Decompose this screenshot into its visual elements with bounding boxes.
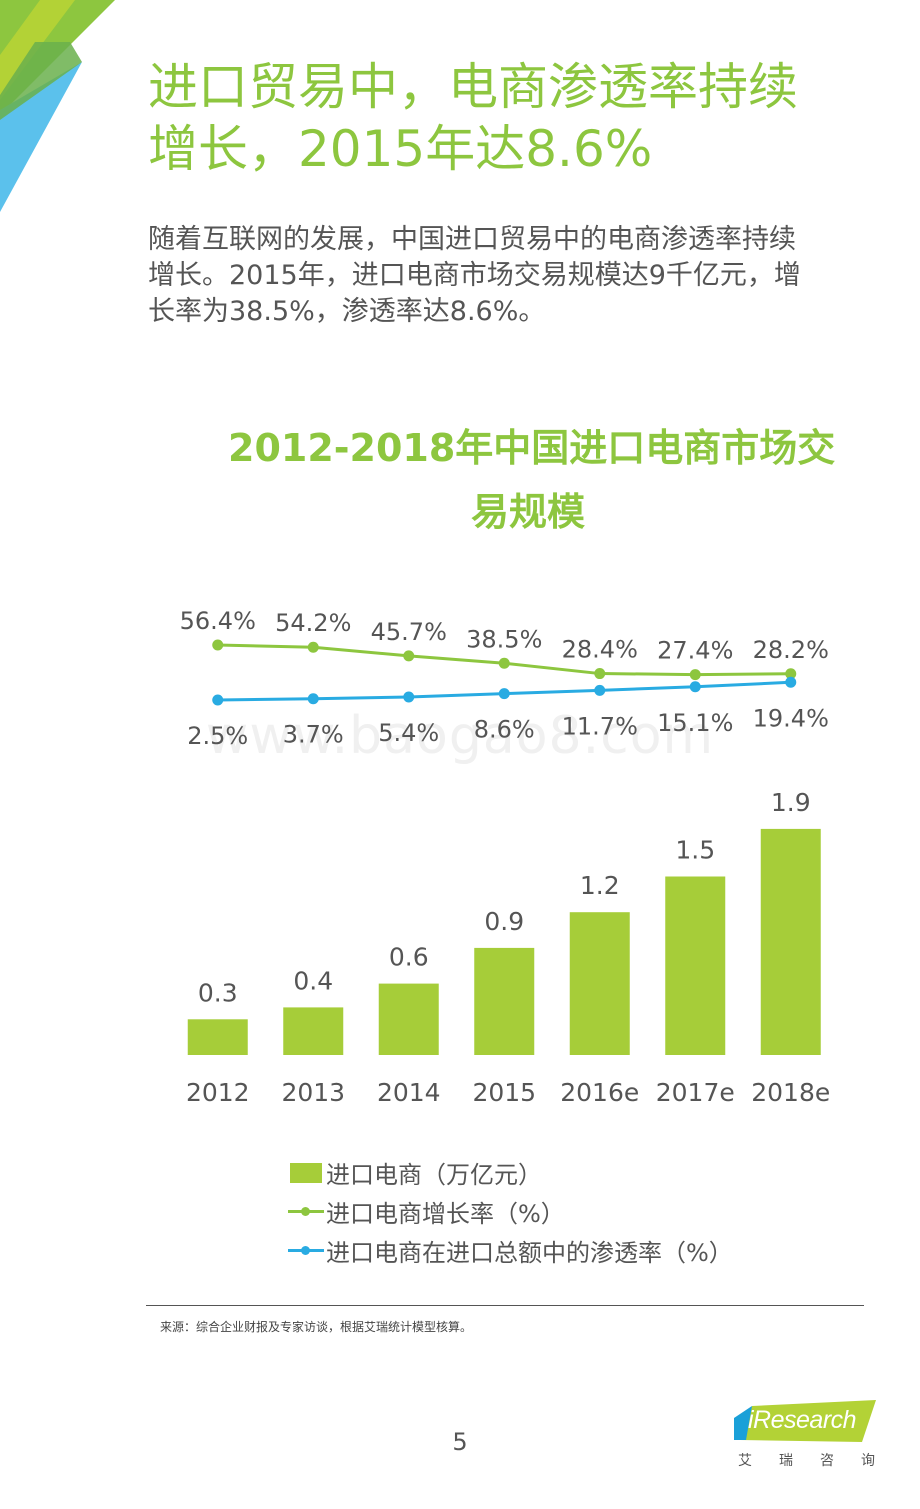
penetration-point-2017e (689, 681, 701, 693)
title-line-1: 进口贸易中，电商渗透率持续 (148, 58, 798, 116)
legend-item-bar: 进口电商（万亿元） (288, 1153, 733, 1192)
title-line-2: 增长，2015年达8.6% (148, 120, 653, 178)
penetration-point-2012 (212, 694, 224, 706)
logo-subtitle: 艾瑞咨询 (738, 1453, 902, 1469)
x-tick-2018e: 2018e (751, 1078, 830, 1107)
legend-penetration-swatch (288, 1239, 324, 1263)
bar-2017e (665, 876, 726, 1055)
intro-line-2: 增长。2015年，进口电商市场交易规模达9千亿元，增 (148, 260, 801, 291)
legend-item-penetration: 进口电商在进口总额中的渗透率（%） (288, 1231, 733, 1270)
growth-point-2016e (594, 668, 606, 680)
bar-2018e (760, 828, 821, 1055)
intro-line-3: 长率为38.5%，渗透率达8.6%。 (148, 296, 546, 327)
penetration-point-2014 (403, 691, 415, 703)
logo-badge (734, 1400, 876, 1442)
growth-point-2014 (403, 650, 415, 662)
bar-label-2012: 0.3 (198, 978, 238, 1007)
bar-label-2018e: 1.9 (771, 788, 811, 817)
legend-bar-swatch (288, 1161, 324, 1185)
chart-area: 0.3 2012 0.4 2013 0.6 2014 0.9 2015 1.2 2016e 1.5 2… (180, 607, 831, 1107)
bar-2013 (283, 1007, 344, 1055)
growth-point-2012 (212, 639, 224, 651)
legend-bar-label: 进口电商（万亿元） (326, 1161, 542, 1189)
legend-growth-swatch (288, 1200, 324, 1224)
growth-point-2017e (689, 669, 701, 681)
penetration-point-2018e (785, 676, 797, 688)
penetration-point-2016e (594, 684, 606, 696)
chart-legend: 进口电商（万亿元） 进口电商增长率（%） 进口电商在进口总额中的渗透率（%） (288, 1153, 733, 1270)
penetration-label-2013: 3.7% (283, 721, 344, 749)
growth-point-2013 (307, 641, 319, 653)
bar-label-2015: 0.9 (484, 907, 524, 936)
source-divider (146, 1305, 864, 1306)
bar-2015 (474, 947, 535, 1055)
growth-label-2014: 45.7% (371, 618, 447, 646)
penetration-label-2018e: 19.4% (753, 704, 829, 732)
chart-title-line-1: 2012-2018年中国进口电商市场交 (228, 426, 836, 470)
growth-label-2016e: 28.4% (562, 636, 638, 664)
bar-2016e (569, 912, 630, 1055)
bar-2014 (378, 983, 439, 1055)
bar-2012 (187, 1019, 248, 1055)
legend-penetration-label: 进口电商在进口总额中的渗透率（%） (326, 1239, 733, 1267)
corner-decoration (0, 0, 115, 212)
penetration-point-2013 (307, 693, 319, 705)
page-number: 5 (452, 1428, 468, 1456)
growth-point-2015 (498, 657, 510, 669)
growth-label-2015: 38.5% (466, 625, 542, 653)
penetration-label-2014: 5.4% (378, 719, 439, 747)
bar-label-2016e: 1.2 (580, 871, 620, 900)
x-tick-2016e: 2016e (560, 1078, 639, 1107)
bar-label-2013: 0.4 (293, 966, 333, 995)
x-tick-2013: 2013 (281, 1078, 345, 1107)
chart-title: 2012-2018年中国进口电商市场交 易规模 (228, 416, 836, 544)
source-note: 来源：综合企业财报及专家访谈，根据艾瑞统计模型核算。 (160, 1320, 473, 1334)
penetration-label-2016e: 11.7% (562, 712, 638, 740)
x-tick-2017e: 2017e (656, 1078, 735, 1107)
intro-paragraph: 随着互联网的发展，中国进口贸易中的电商渗透率持续 增长。2015年，进口电商市场… (148, 222, 868, 330)
x-tick-2012: 2012 (186, 1078, 250, 1107)
iresearch-logo: iResearch 艾瑞咨询 (734, 1398, 884, 1478)
logo-wordmark: iResearch (748, 1406, 857, 1434)
legend-growth-label: 进口电商增长率（%） (326, 1200, 565, 1228)
penetration-point-2015 (498, 688, 510, 700)
growth-point-2018e (785, 668, 797, 680)
penetration-label-2017e: 15.1% (657, 709, 733, 737)
watermark: www.baogao8.com (205, 706, 715, 766)
legend-item-growth: 进口电商增长率（%） (288, 1192, 733, 1231)
penetration-label-2015: 8.6% (474, 716, 535, 744)
bar-label-2017e: 1.5 (675, 836, 715, 865)
growth-label-2018e: 28.2% (753, 636, 829, 664)
growth-label-2012: 56.4% (180, 607, 256, 635)
page-title: 进口贸易中，电商渗透率持续 增长，2015年达8.6% (148, 56, 868, 180)
x-tick-2014: 2014 (377, 1078, 441, 1107)
intro-line-1: 随着互联网的发展，中国进口贸易中的电商渗透率持续 (148, 224, 796, 255)
chart-title-line-2: 易规模 (470, 490, 585, 534)
bar-label-2014: 0.6 (389, 943, 429, 972)
penetration-label-2012: 2.5% (187, 722, 248, 750)
growth-label-2017e: 27.4% (657, 637, 733, 665)
x-tick-2015: 2015 (472, 1078, 536, 1107)
growth-label-2013: 54.2% (275, 609, 351, 637)
